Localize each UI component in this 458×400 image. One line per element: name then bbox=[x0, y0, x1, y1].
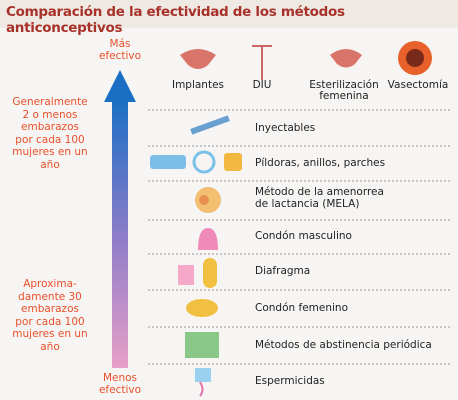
method-row: Métodos de abstinencia periódica bbox=[255, 339, 432, 351]
arrow-bottom-label: Menos efectivo bbox=[98, 372, 142, 396]
method-label: Implantes bbox=[171, 79, 225, 91]
method-label: DIU bbox=[252, 79, 272, 91]
title: Comparación de la efectividad de los mét… bbox=[6, 4, 345, 36]
method-row: Condón femenino bbox=[255, 302, 348, 314]
arrow-head bbox=[104, 70, 136, 102]
method-row: Diafragma bbox=[255, 265, 311, 277]
method-row: Espermicidas bbox=[255, 375, 325, 387]
method-label: Esterilización femenina bbox=[309, 79, 379, 102]
icons bbox=[150, 41, 432, 397]
note: Aproxima- damente 30 embarazos por cada … bbox=[12, 278, 88, 353]
title-bar bbox=[0, 0, 458, 28]
method-row: Condón masculino bbox=[255, 230, 352, 242]
note: Generalmente 2 o menos embarazos por cad… bbox=[12, 96, 88, 171]
method-row: Inyectables bbox=[255, 122, 316, 134]
separators bbox=[148, 109, 452, 365]
method-row: Método de la amenorrea de lactancia (MEL… bbox=[255, 186, 384, 210]
arrow-top-label: Más efectivo bbox=[98, 38, 142, 62]
method-label: Vasectomía bbox=[387, 79, 449, 91]
method-row: Píldoras, anillos, parches bbox=[255, 157, 386, 169]
arrow-shaft bbox=[112, 100, 128, 368]
